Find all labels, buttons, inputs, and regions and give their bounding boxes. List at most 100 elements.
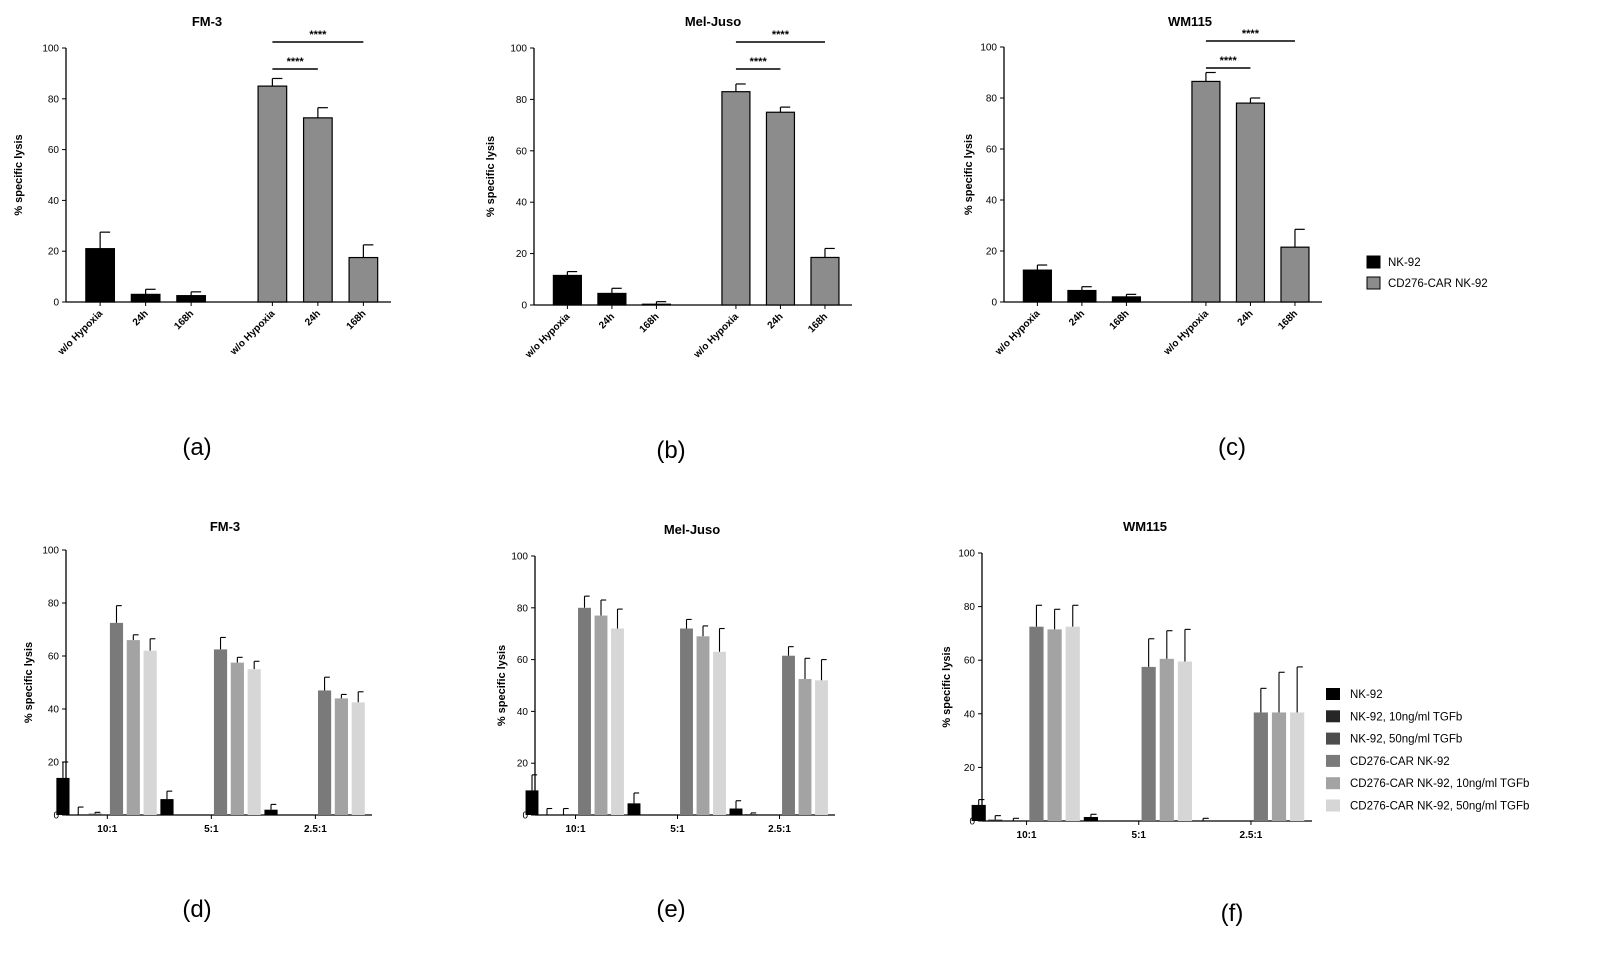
panel-caption: (b): [656, 437, 685, 464]
x-tick-label: 2.5:1: [1240, 830, 1263, 841]
bar: [611, 628, 624, 815]
bar: [160, 799, 174, 815]
x-tick-label: 2.5:1: [768, 824, 791, 835]
bar: [213, 649, 228, 815]
y-tick-label: 40: [986, 196, 998, 207]
x-tick-label: 10:1: [565, 824, 585, 835]
y-axis-label: % specific lysis: [941, 646, 953, 727]
bar: [1235, 102, 1266, 303]
y-tick-label: 20: [48, 758, 60, 769]
bar: [1253, 712, 1268, 821]
chart-panel-5: Mel-Juso % specific lysis 0 20 40 60 80 100 10:1…: [496, 522, 835, 835]
significance-label: ****: [1242, 28, 1260, 40]
y-tick-label: 40: [517, 707, 529, 718]
chart-title: FM-3: [210, 519, 240, 534]
x-tick-label: 5:1: [670, 824, 685, 835]
chart-panel-6: WM115 % specific lysis 0 20 40 60 80 100 10:1 5:1…: [941, 519, 1312, 841]
chart-title: Mel-Juso: [664, 522, 720, 537]
x-tick-label: 168h: [806, 311, 830, 335]
y-tick-label: 20: [986, 247, 998, 258]
bar: [1191, 80, 1221, 303]
y-axis-label: % specific lysis: [23, 642, 35, 723]
bar: [641, 303, 672, 306]
y-tick-label: 80: [964, 602, 976, 613]
bar: [1083, 816, 1098, 821]
legend-label: CD276-CAR NK-92, 10ng/ml TGFb: [1350, 778, 1529, 790]
bar: [1177, 661, 1193, 821]
legend-swatch: [1326, 799, 1340, 812]
bar: [317, 690, 332, 815]
x-tick-label: w/o Hypoxia: [691, 311, 741, 361]
legend-label: NK-92, 50ng/ml TGFb: [1350, 734, 1462, 746]
bar: [782, 655, 795, 815]
y-tick-label: 80: [986, 94, 998, 105]
chart-title: WM115: [1168, 14, 1212, 29]
significance-label: ****: [750, 56, 768, 68]
bar: [348, 256, 379, 303]
x-tick-label: 24h: [597, 311, 617, 331]
bar: [302, 117, 333, 303]
legend-label: NK-92, 10ng/ml TGFb: [1350, 711, 1462, 723]
bar: [176, 295, 207, 303]
y-tick-label: 0: [991, 298, 997, 309]
bar: [334, 698, 348, 815]
y-tick-label: 60: [517, 655, 529, 666]
bar: [109, 622, 124, 815]
y-tick-label: 60: [48, 652, 60, 663]
significance-label: ****: [772, 29, 790, 41]
y-axis-label: % specific lysis: [485, 136, 497, 217]
chart-title: FM-3: [192, 14, 222, 29]
y-tick-label: 0: [969, 817, 975, 828]
bar: [815, 680, 828, 815]
y-tick-label: 40: [516, 198, 528, 209]
legend-swatch: [1326, 688, 1340, 700]
bar: [713, 651, 726, 815]
y-tick-label: 100: [42, 546, 59, 557]
y-tick-label: 0: [522, 811, 528, 822]
y-tick-label: 40: [48, 196, 60, 207]
chart-title: Mel-Juso: [685, 14, 741, 29]
bar: [230, 662, 244, 815]
x-tick-label: w/o Hypoxia: [523, 311, 573, 361]
bar: [143, 650, 157, 815]
y-tick-label: 0: [53, 811, 59, 822]
y-tick-label: 100: [42, 44, 59, 55]
y-axis-label: % specific lysis: [963, 134, 975, 215]
bar: [696, 636, 710, 815]
bar: [1271, 712, 1287, 821]
significance-label: ****: [309, 29, 327, 41]
legend-top: NK-92 CD276-CAR NK-92: [1366, 255, 1488, 290]
x-tick-label: w/o Hypoxia: [55, 308, 105, 358]
bar: [56, 777, 70, 815]
y-tick-label: 60: [986, 145, 998, 156]
x-tick-label: 168h: [1276, 308, 1300, 332]
x-tick-label: 24h: [131, 308, 151, 328]
legend-bottom: NK-92 NK-92, 10ng/ml TGFb NK-92, 50ng/ml T…: [1326, 688, 1529, 813]
y-tick-label: 60: [48, 145, 60, 156]
bar: [810, 256, 840, 306]
bar: [971, 804, 986, 821]
chart-title: WM115: [1123, 519, 1167, 534]
bar: [264, 809, 278, 815]
x-tick-label: 10:1: [97, 824, 117, 835]
bar: [552, 274, 582, 306]
x-tick-label: 168h: [172, 308, 196, 332]
bar: [85, 248, 116, 303]
bar: [744, 814, 758, 815]
bar: [1280, 246, 1310, 303]
x-tick-label: w/o Hypoxia: [1161, 308, 1211, 358]
legend-label: NK-92: [1388, 257, 1421, 269]
x-tick-label: 168h: [1108, 308, 1132, 332]
significance-label: ****: [287, 56, 305, 68]
x-tick-label: 24h: [303, 308, 323, 328]
panel-caption: (d): [182, 896, 211, 923]
legend-swatch: [1326, 777, 1340, 790]
bar: [988, 819, 1003, 821]
y-tick-label: 80: [48, 94, 60, 105]
bar: [1047, 629, 1062, 821]
y-tick-label: 20: [516, 249, 528, 260]
bar: [88, 813, 102, 815]
y-tick-label: 20: [517, 759, 529, 770]
bar: [1029, 626, 1044, 821]
y-tick-label: 0: [53, 298, 59, 309]
